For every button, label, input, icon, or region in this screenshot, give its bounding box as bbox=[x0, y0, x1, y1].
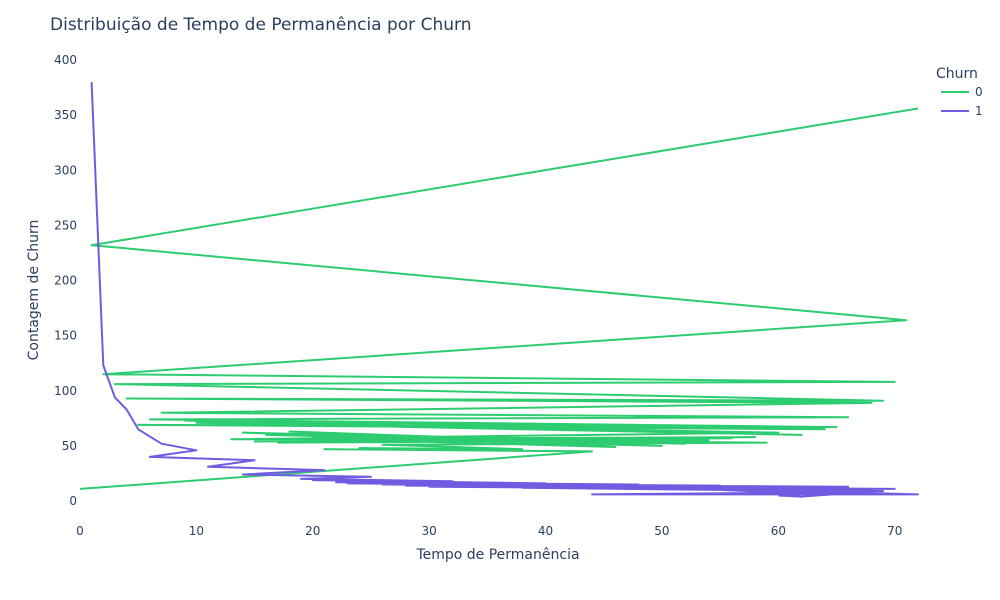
x-axis-ticks: 0 10 20 30 40 50 60 70 bbox=[76, 524, 902, 538]
y-tick-label: 150 bbox=[54, 329, 77, 343]
y-tick-label: 300 bbox=[54, 163, 77, 177]
y-tick-label: 250 bbox=[54, 218, 77, 232]
x-tick-label: 0 bbox=[76, 524, 84, 538]
chart-title: Distribuição de Tempo de Permanência por… bbox=[50, 15, 471, 35]
legend-label-1: 1 bbox=[975, 104, 983, 118]
x-tick-label: 70 bbox=[887, 524, 902, 538]
x-tick-label: 50 bbox=[654, 524, 669, 538]
legend: Churn 0 1 bbox=[936, 66, 983, 118]
x-tick-label: 30 bbox=[422, 524, 437, 538]
x-tick-label: 10 bbox=[189, 524, 204, 538]
y-axis-ticks: 0 50 100 150 200 250 300 350 400 bbox=[54, 53, 77, 508]
series-line-churn-1 bbox=[90, 82, 919, 498]
y-tick-label: 400 bbox=[54, 53, 77, 67]
x-tick-label: 60 bbox=[771, 524, 786, 538]
y-tick-label: 100 bbox=[54, 384, 77, 398]
plot-area bbox=[79, 82, 919, 498]
y-tick-label: 350 bbox=[54, 108, 77, 122]
x-tick-label: 40 bbox=[538, 524, 553, 538]
y-tick-label: 200 bbox=[54, 274, 77, 288]
legend-label-0: 0 bbox=[975, 85, 983, 99]
y-tick-label: 0 bbox=[69, 494, 77, 508]
series-line-churn-0 bbox=[79, 107, 919, 490]
y-tick-label: 50 bbox=[62, 439, 77, 453]
y-axis-title: Contagem de Churn bbox=[26, 220, 42, 361]
legend-title: Churn bbox=[936, 66, 978, 82]
x-tick-label: 20 bbox=[305, 524, 320, 538]
x-axis-title: Tempo de Permanência bbox=[415, 547, 579, 563]
